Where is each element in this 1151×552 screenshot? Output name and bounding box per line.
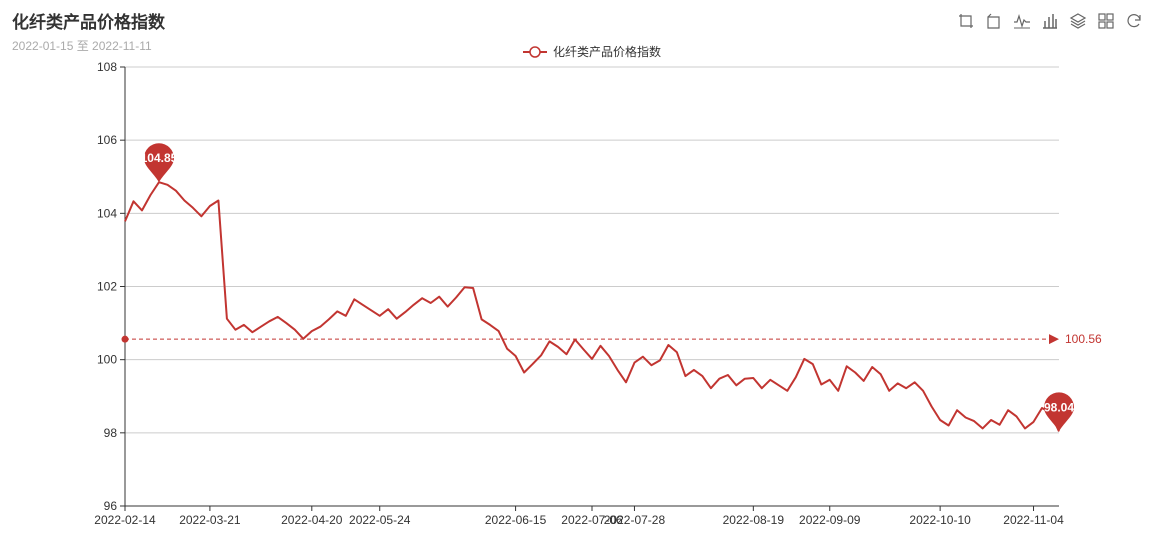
x-tick-label: 2022-10-10 <box>909 513 971 527</box>
x-tick-label: 2022-11-04 <box>1003 513 1064 527</box>
min-mark-point-pin <box>1044 392 1074 432</box>
legend: 化纤类产品价格指数 <box>523 44 661 59</box>
x-tick-label: 2022-04-20 <box>281 513 343 527</box>
chart-title: 化纤类产品价格指数 <box>12 13 165 33</box>
series-layer <box>124 181 1060 432</box>
crop-icon[interactable] <box>957 12 975 30</box>
legend-marker <box>529 46 541 58</box>
x-tick-label: 2022-07-28 <box>604 513 666 527</box>
average-line-arrow <box>1049 334 1059 345</box>
x-tick-label: 2022-03-21 <box>179 513 241 527</box>
y-tick-label: 100 <box>97 353 117 367</box>
x-tick-label: 2022-09-09 <box>799 513 861 527</box>
undo-icon[interactable] <box>985 12 1003 30</box>
chart-subtitle: 2022-01-15 至 2022-11-11 <box>12 39 152 53</box>
y-tick-label: 102 <box>97 280 117 294</box>
y-tick-label: 98 <box>104 426 118 440</box>
x-tick-label: 2022-06-15 <box>485 513 547 527</box>
refresh-icon[interactable] <box>1125 12 1143 30</box>
mark-points: 104.85 98.04 <box>141 143 1074 432</box>
x-tick-label: 2022-05-24 <box>349 513 411 527</box>
y-tick-label: 108 <box>97 60 117 74</box>
min-mark-point-label: 98.04 <box>1044 400 1074 414</box>
y-tick-label: 96 <box>104 499 118 513</box>
tile-icon[interactable] <box>1097 12 1115 30</box>
line-chart-icon[interactable] <box>1013 12 1031 30</box>
series-line <box>124 181 1060 432</box>
x-tick-label: 2022-08-19 <box>723 513 785 527</box>
x-tick-label: 2022-02-14 <box>94 513 156 527</box>
max-mark-point-pin <box>143 143 174 183</box>
y-tick-label: 106 <box>97 133 117 147</box>
stack-icon[interactable] <box>1069 12 1087 30</box>
legend-label: 化纤类产品价格指数 <box>553 44 661 59</box>
axes: 96 98 100 102 104 106 108 2022-02-14 2022-03-21 2… <box>94 60 1064 527</box>
bar-chart-icon[interactable] <box>1041 12 1059 30</box>
max-mark-point-label: 104.85 <box>141 151 178 165</box>
toolbox <box>957 12 1143 30</box>
x-tick-label: 2022-07-06 <box>561 513 623 527</box>
grid-lines <box>125 66 1059 434</box>
y-tick-label: 104 <box>97 206 117 220</box>
average-mark-line: 100.56 <box>121 332 1102 346</box>
average-line-label: 100.56 <box>1065 332 1102 346</box>
